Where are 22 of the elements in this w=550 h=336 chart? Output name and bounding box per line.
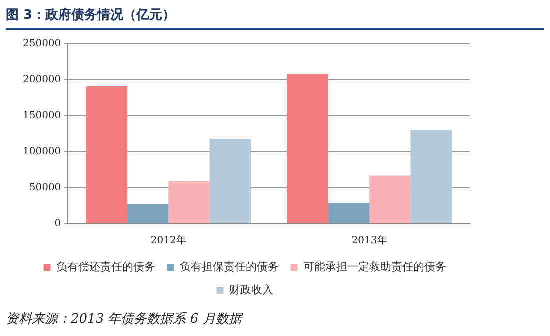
- y-tick-label: 150000: [22, 110, 62, 122]
- bar: [127, 204, 169, 224]
- bar: [328, 203, 370, 224]
- x-tick-label: 2013年: [352, 234, 388, 247]
- legend-label: 负有偿还责任的债务: [56, 260, 156, 274]
- y-tick-label: 250000: [22, 38, 62, 50]
- y-tick-label: 50000: [29, 182, 62, 194]
- bar: [287, 74, 328, 224]
- y-tick-label: 0: [54, 218, 62, 230]
- chart-title: 图 3：政府债务情况（亿元）: [6, 6, 544, 30]
- y-tick-label: 100000: [22, 146, 62, 158]
- bar: [210, 139, 252, 224]
- legend-label: 财政收入: [229, 283, 274, 296]
- y-tick-label: 200000: [22, 74, 62, 86]
- legend-label: 负有担保责任的债务: [180, 260, 279, 274]
- bar: [86, 86, 128, 224]
- legend-label: 可能承担一定救助责任的债务: [303, 260, 446, 274]
- x-tick-label: 2012年: [150, 234, 186, 247]
- bar: [168, 182, 210, 224]
- bar: [410, 130, 452, 224]
- text: 资料来源：2013 年债务数据系 6 月数据: [6, 311, 242, 328]
- bar: [370, 176, 411, 224]
